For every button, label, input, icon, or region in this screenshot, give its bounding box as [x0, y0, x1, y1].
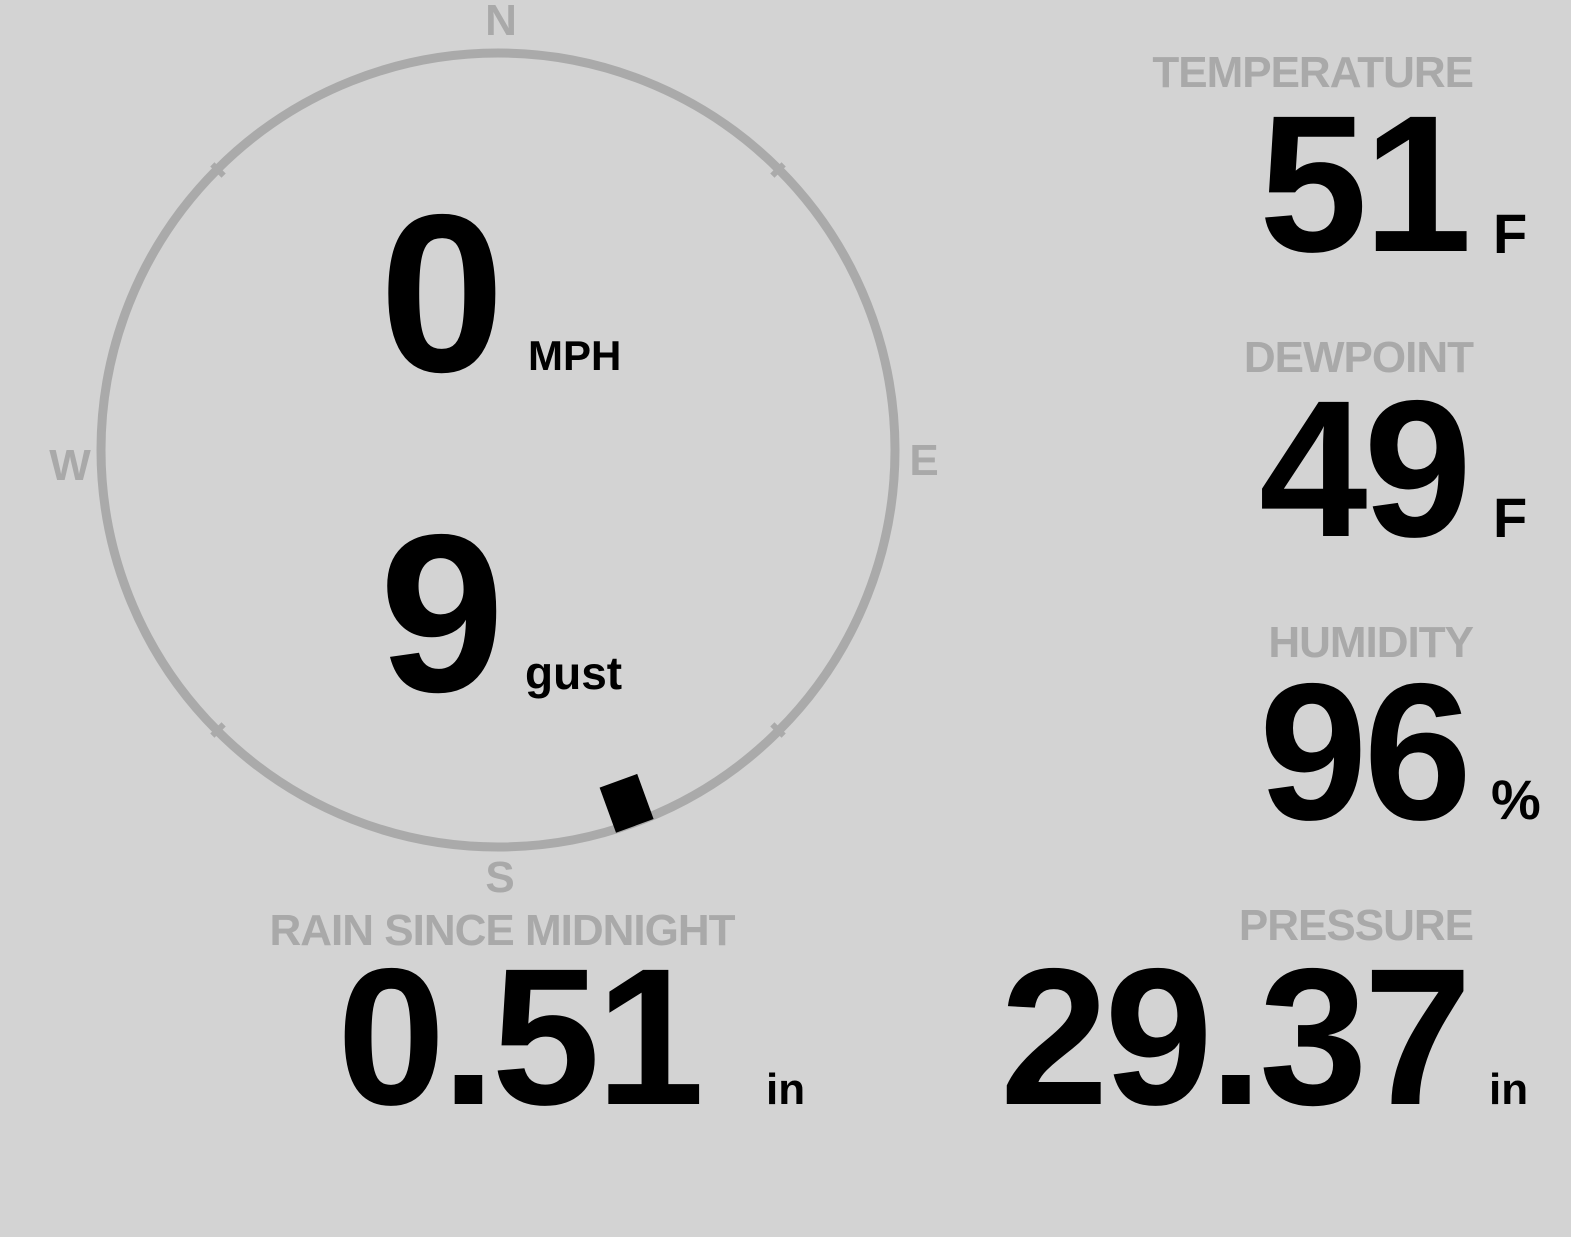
rain-value: 0.51 [337, 928, 705, 1146]
compass-north-label: N [485, 0, 517, 45]
wind-gust-unit: gust [525, 647, 623, 699]
temperature-label: TEMPERATURE [1152, 48, 1474, 97]
compass-ring [96, 48, 900, 852]
temperature-value: 51 [1259, 75, 1472, 293]
compass-tick [210, 722, 226, 738]
wind-compass [96, 48, 900, 852]
compass-tick [770, 722, 786, 738]
compass-south-label: S [485, 853, 515, 902]
humidity-value: 96 [1259, 643, 1472, 861]
wind-direction-marker [599, 773, 654, 833]
wind-speed-value: 0 [379, 167, 505, 419]
pressure-label: PRESSURE [1238, 901, 1474, 950]
rain-label: RAIN SINCE MIDNIGHT [269, 906, 736, 955]
temperature-unit: F [1493, 202, 1528, 265]
wind-gust-value: 9 [379, 487, 505, 739]
pressure-unit: in [1489, 1065, 1529, 1114]
rain-unit: in [766, 1065, 806, 1114]
humidity-unit: % [1491, 768, 1541, 831]
compass-east-label: E [909, 436, 939, 485]
pressure-value: 29.37 [1000, 928, 1472, 1146]
compass-west-label: W [49, 441, 91, 490]
dewpoint-unit: F [1493, 486, 1528, 549]
dewpoint-label: DEWPOINT [1243, 333, 1474, 382]
humidity-label: HUMIDITY [1268, 618, 1474, 667]
compass-tick [210, 162, 226, 178]
dewpoint-value: 49 [1259, 360, 1472, 578]
compass-tick [770, 162, 786, 178]
wind-speed-unit: MPH [528, 332, 622, 379]
